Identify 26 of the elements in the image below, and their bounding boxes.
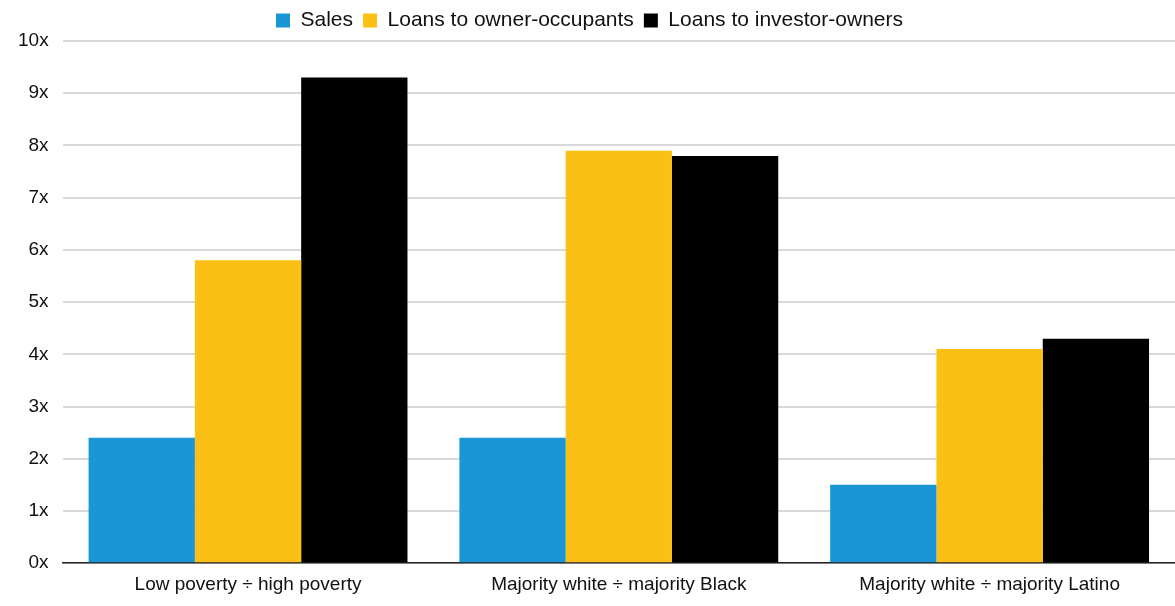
- y-tick-label: 6x: [28, 238, 50, 260]
- bar: [671, 155, 779, 563]
- y-tick-label: 8x: [28, 133, 50, 155]
- y-tick-label: 5x: [28, 290, 50, 312]
- y-tick-label: 9x: [28, 81, 50, 103]
- y-tick-label: 1x: [28, 499, 50, 521]
- bar: [459, 437, 566, 563]
- bar: [830, 484, 937, 563]
- bar: [565, 150, 672, 563]
- y-tick-label: 2x: [28, 446, 50, 468]
- bar: [88, 437, 195, 563]
- legend-label: Loans to owner-occupants: [387, 7, 634, 31]
- x-tick-label: Low poverty ÷ high poverty: [134, 572, 362, 594]
- legend-label: Sales: [300, 7, 354, 31]
- bar: [301, 77, 408, 563]
- bar: [936, 349, 1043, 563]
- y-tick-label: 3x: [28, 394, 50, 416]
- y-tick-label: 7x: [28, 185, 50, 207]
- legend-label: Loans to investor-owners: [668, 7, 903, 31]
- bar: [1042, 338, 1150, 563]
- y-tick-label: 0x: [28, 551, 50, 573]
- y-tick-label: 4x: [28, 342, 50, 364]
- x-tick-label: Majority white ÷ majority Black: [491, 572, 747, 594]
- y-tick-label: 10x: [17, 29, 50, 51]
- bar: [194, 260, 302, 563]
- x-tick-label: Majority white ÷ majority Latino: [859, 572, 1120, 594]
